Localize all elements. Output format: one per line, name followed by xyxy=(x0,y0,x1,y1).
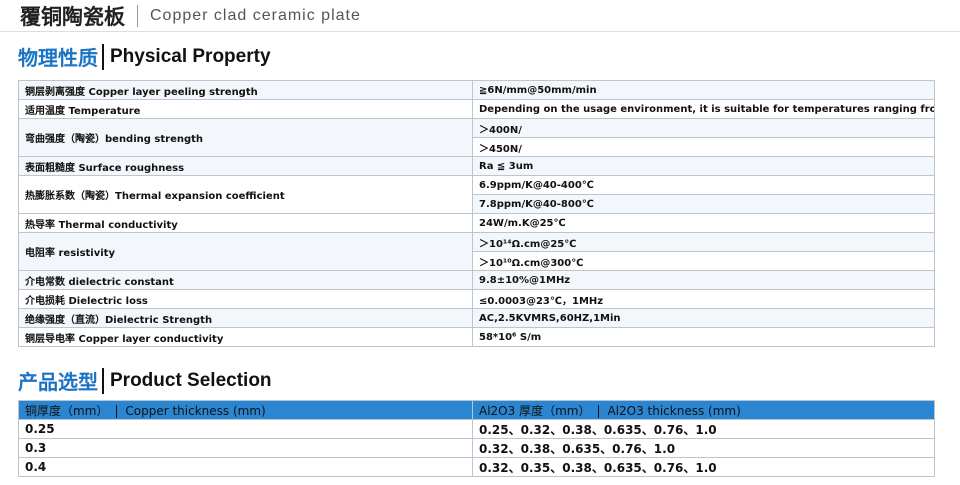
property-value: ≤0.0003@23℃，1MHz xyxy=(472,289,935,309)
rule xyxy=(0,31,960,32)
section-heading: 物理性质 Physical Property xyxy=(18,42,271,71)
table-row: 绝缘强度（直流）Dielectric Strength AC,2.5KVMRS,6… xyxy=(18,308,935,328)
table-row: 铜层导电率 Copper layer conductivity 58*10⁶ S/… xyxy=(18,327,935,347)
section-title-en: Physical Property xyxy=(110,45,271,67)
property-value: ＞10¹⁰Ω.cm@300℃ xyxy=(472,251,935,271)
section-heading: 产品选型 Product Selection xyxy=(18,366,272,395)
table-cell: 0.25 xyxy=(18,419,473,439)
title-en: Copper clad ceramic plate xyxy=(150,7,361,24)
section-title-cn: 产品选型 xyxy=(18,370,98,394)
separator xyxy=(102,367,104,394)
property-value: 9.8±10%@1MHz xyxy=(472,270,935,290)
table-row: 热导率 Thermal conductivity 24W/m.K@25℃ xyxy=(18,213,935,233)
page-header: 覆铜陶瓷板 Copper clad ceramic plate xyxy=(20,2,361,30)
table-cell: 0.25、0.32、0.38、0.635、0.76、1.0 xyxy=(472,419,935,439)
column-header-cn: Al2O3 厚度（mm） xyxy=(479,403,591,418)
separator xyxy=(116,404,118,418)
property-label: 铜层导电率 Copper layer conductivity xyxy=(18,327,473,347)
property-label: 表面粗糙度 Surface roughness xyxy=(18,156,473,176)
property-label: 热导率 Thermal conductivity xyxy=(18,213,473,233)
table-cell: 0.3 xyxy=(18,438,473,458)
property-value: Depending on the usage environment, it i… xyxy=(472,99,935,119)
table-row: 0.25 0.25、0.32、0.38、0.635、0.76、1.0 xyxy=(18,419,935,439)
title-cn: 覆铜陶瓷板 xyxy=(20,5,125,29)
property-label: 铜层剥离强度 Copper layer peeling strength xyxy=(18,80,473,100)
table-row: 0.4 0.32、0.35、0.38、0.635、0.76、1.0 xyxy=(18,457,935,477)
column-header-en: Copper thickness (mm) xyxy=(125,403,266,418)
property-value: 58*10⁶ S/m xyxy=(472,327,935,347)
table-row: 介电损耗 Dielectric loss ≤0.0003@23℃，1MHz xyxy=(18,289,935,309)
property-label: 适用温度 Temperature xyxy=(18,99,473,119)
separator xyxy=(102,43,104,70)
column-header-en: Al2O3 thickness (mm) xyxy=(607,403,741,418)
property-value: ＞450N/ xyxy=(472,137,935,157)
column-header: Al2O3 厚度（mm） Al2O3 thickness (mm) xyxy=(472,400,935,420)
column-header: 铜厚度（mm） Copper thickness (mm) xyxy=(18,400,473,420)
table-cell: 0.4 xyxy=(18,457,473,477)
property-value: AC,2.5KVMRS,60HZ,1Min xyxy=(472,308,935,328)
table-cell: 0.32、0.38、0.635、0.76、1.0 xyxy=(472,438,935,458)
header-row: 铜厚度（mm） Copper thickness (mm) Al2O3 厚度（mm）… xyxy=(18,400,935,420)
table-cell: 0.32、0.35、0.38、0.635、0.76、1.0 xyxy=(472,457,935,477)
separator xyxy=(137,5,138,27)
property-value: ＞400N/ xyxy=(472,118,935,138)
property-label: 弯曲强度（陶瓷）bending strength xyxy=(18,118,473,157)
property-label: 介电常数 dielectric constant xyxy=(18,270,473,290)
property-label: 介电损耗 Dielectric loss xyxy=(18,289,473,309)
property-value: 7.8ppm/K@40-800℃ xyxy=(472,194,935,214)
table-row: 铜层剥离强度 Copper layer peeling strength ≧6N/… xyxy=(18,80,935,100)
table-row: 介电常数 dielectric constant 9.8±10%@1MHz xyxy=(18,270,935,290)
property-label: 热膨胀系数（陶瓷）Thermal expansion coefficient xyxy=(18,175,473,214)
property-value: Ra ≦ 3um xyxy=(472,156,935,176)
property-value: 6.9ppm/K@40-400℃ xyxy=(472,175,935,195)
table-row: 表面粗糙度 Surface roughness Ra ≦ 3um xyxy=(18,156,935,176)
property-value: ＞10¹⁴Ω.cm@25℃ xyxy=(472,232,935,252)
table-row: 电阻率 resistivity ＞10¹⁴Ω.cm@25℃ xyxy=(18,232,935,271)
column-header-cn: 铜厚度（mm） xyxy=(25,403,109,418)
section-title-en: Product Selection xyxy=(110,369,272,391)
property-label: 电阻率 resistivity xyxy=(18,232,473,271)
table-row: 弯曲强度（陶瓷）bending strength ＞400N/ xyxy=(18,118,935,157)
section-title-cn: 物理性质 xyxy=(18,46,98,70)
property-label: 绝缘强度（直流）Dielectric Strength xyxy=(18,308,473,328)
property-table: 铜层剥离强度 Copper layer peeling strength ≧6N/… xyxy=(18,80,935,347)
table-row: 热膨胀系数（陶瓷）Thermal expansion coefficient 6.… xyxy=(18,175,935,214)
property-value: 24W/m.K@25℃ xyxy=(472,213,935,233)
table-row: 7.8ppm/K@40-800℃ xyxy=(19,194,935,214)
separator xyxy=(598,404,600,418)
property-value: ≧6N/mm@50mm/min xyxy=(472,80,935,100)
table-row: 0.3 0.32、0.38、0.635、0.76、1.0 xyxy=(18,438,935,458)
selection-table: 铜厚度（mm） Copper thickness (mm) Al2O3 厚度（mm）… xyxy=(18,400,935,477)
table-row: 适用温度 Temperature Depending on the usage e… xyxy=(18,99,935,119)
